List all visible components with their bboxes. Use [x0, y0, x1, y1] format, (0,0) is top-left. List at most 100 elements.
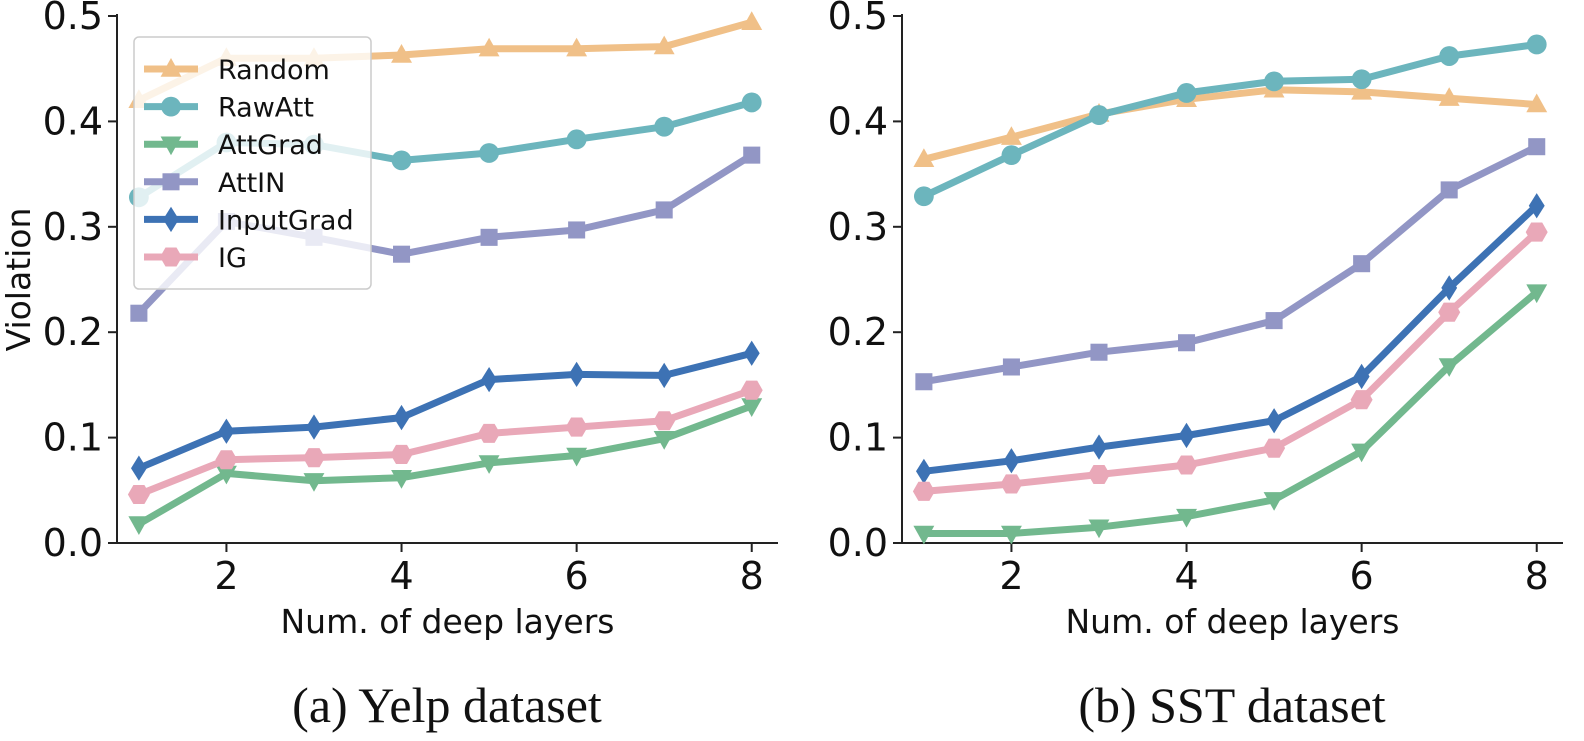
x-tick-label: 4 — [1174, 554, 1198, 598]
data-point-attgrad — [303, 473, 325, 492]
data-point-attgrad — [478, 455, 500, 474]
data-point-inputgrad — [656, 362, 673, 389]
data-point-random — [1438, 87, 1460, 106]
data-point-random — [741, 11, 763, 31]
series-line-random — [920, 86, 1541, 163]
data-point-attin — [568, 221, 586, 239]
legend-frame — [133, 36, 372, 290]
series-line-inputgrad — [135, 349, 756, 472]
legend-label-attin: AttIN — [218, 168, 285, 199]
data-point-attgrad — [566, 447, 588, 467]
data-point-attin — [1265, 312, 1283, 330]
data-point-inputgrad — [131, 455, 147, 481]
x-axis-label: Num. of deep layers — [1066, 602, 1400, 641]
data-point-attgrad — [391, 470, 412, 489]
data-point-ig — [303, 448, 325, 468]
data-point-random — [1001, 126, 1022, 145]
data-point-ig — [390, 444, 413, 464]
data-point-rawatt — [1351, 69, 1372, 90]
x-tick-label: 6 — [565, 554, 589, 598]
series-inputgrad — [131, 340, 760, 481]
legend-label-inputgrad: InputGrad — [218, 205, 354, 236]
legend-marker-rawatt — [161, 96, 181, 117]
data-point-inputgrad — [1353, 363, 1370, 390]
data-point-ig — [740, 380, 763, 400]
legend-marker-inputgrad — [163, 206, 179, 233]
legend-label-ig: IG — [218, 243, 247, 274]
y-tick-label: 0.0 — [43, 521, 103, 565]
x-tick-label: 2 — [214, 554, 238, 598]
data-point-inputgrad — [218, 418, 235, 444]
legend-label-random: Random — [218, 55, 330, 86]
legend: Random RawAtt AttGrad AttIN InputGrad IG — [133, 36, 372, 290]
data-point-attin — [1090, 343, 1108, 361]
legend-marker-ig — [160, 247, 182, 267]
y-tick-label: 0.5 — [828, 0, 888, 38]
series-line-ig — [920, 228, 1541, 495]
data-point-attin — [1002, 358, 1020, 376]
data-point-rawatt — [913, 186, 934, 207]
legend-label-rawatt: RawAtt — [218, 93, 314, 124]
y-tick-label: 0.4 — [828, 99, 888, 143]
data-point-attgrad — [653, 431, 675, 450]
panel-b: 0.0 0.1 0.2 0.3 0.4 0.5 2 4 6 8 Num. of deep layer… — [828, 0, 1563, 733]
data-point-inputgrad — [568, 361, 585, 387]
y-tick-label: 0.3 — [43, 205, 103, 249]
data-point-attin — [1440, 181, 1458, 199]
data-point-attgrad — [1526, 284, 1548, 304]
data-point-ig — [1175, 455, 1198, 475]
data-point-rawatt — [1439, 46, 1460, 66]
y-axis-label: Violation — [0, 208, 38, 352]
data-point-attgrad — [1263, 492, 1285, 511]
data-point-inputgrad — [481, 367, 497, 393]
series-line-inputgrad — [920, 202, 1541, 475]
legend-marker-attin — [162, 173, 180, 191]
data-point-attgrad — [216, 465, 237, 485]
series-line-attgrad — [135, 402, 756, 528]
x-tick-label: 6 — [1350, 554, 1374, 598]
data-point-ig — [478, 423, 501, 443]
legend-label-attgrad: AttGrad — [218, 130, 323, 161]
series-line-ig — [135, 386, 756, 498]
data-point-inputgrad — [1266, 408, 1282, 434]
data-point-attin — [1178, 334, 1196, 352]
data-point-rawatt — [1526, 34, 1547, 55]
y-tick-label: 0.4 — [43, 99, 103, 143]
y-tick-label: 0.1 — [43, 416, 103, 460]
data-point-attin — [1353, 255, 1371, 273]
series-attin — [915, 138, 1546, 391]
data-point-rawatt — [741, 92, 762, 113]
data-point-random — [391, 44, 412, 63]
data-point-inputgrad — [1528, 193, 1545, 219]
x-tick-label: 8 — [740, 554, 764, 598]
data-point-attin — [1528, 138, 1546, 156]
data-point-ig — [565, 417, 588, 437]
y-tick-label: 0.5 — [43, 0, 103, 38]
caption-yelp: (a) Yelp dataset — [292, 677, 602, 733]
x-tick-label: 4 — [389, 554, 413, 598]
series-line-rawatt — [920, 41, 1541, 200]
data-point-rawatt — [1089, 105, 1109, 125]
data-point-attin — [393, 245, 411, 263]
data-point-inputgrad — [743, 340, 760, 366]
data-point-ig — [1438, 302, 1461, 322]
data-point-attgrad — [1438, 358, 1460, 377]
data-point-random — [1351, 80, 1373, 100]
data-point-ig — [1525, 222, 1548, 242]
data-point-random — [566, 37, 588, 57]
y-tick-label: 0.0 — [828, 521, 888, 565]
data-point-attgrad — [1176, 508, 1197, 528]
y-tick-label: 0.2 — [43, 310, 103, 354]
data-point-rawatt — [1264, 71, 1284, 92]
series-ig — [912, 222, 1548, 501]
data-point-random — [653, 35, 675, 55]
data-point-attgrad — [1001, 525, 1022, 545]
data-point-inputgrad — [1178, 422, 1195, 449]
data-point-ig — [1088, 465, 1110, 484]
data-point-inputgrad — [306, 414, 322, 440]
data-point-ig — [653, 411, 676, 431]
panel-a: 0.0 0.1 0.2 0.3 0.4 0.5 2 4 6 8 Num. of deep layer… — [0, 0, 778, 733]
data-point-attgrad — [741, 398, 763, 417]
data-point-ig — [1263, 438, 1286, 458]
